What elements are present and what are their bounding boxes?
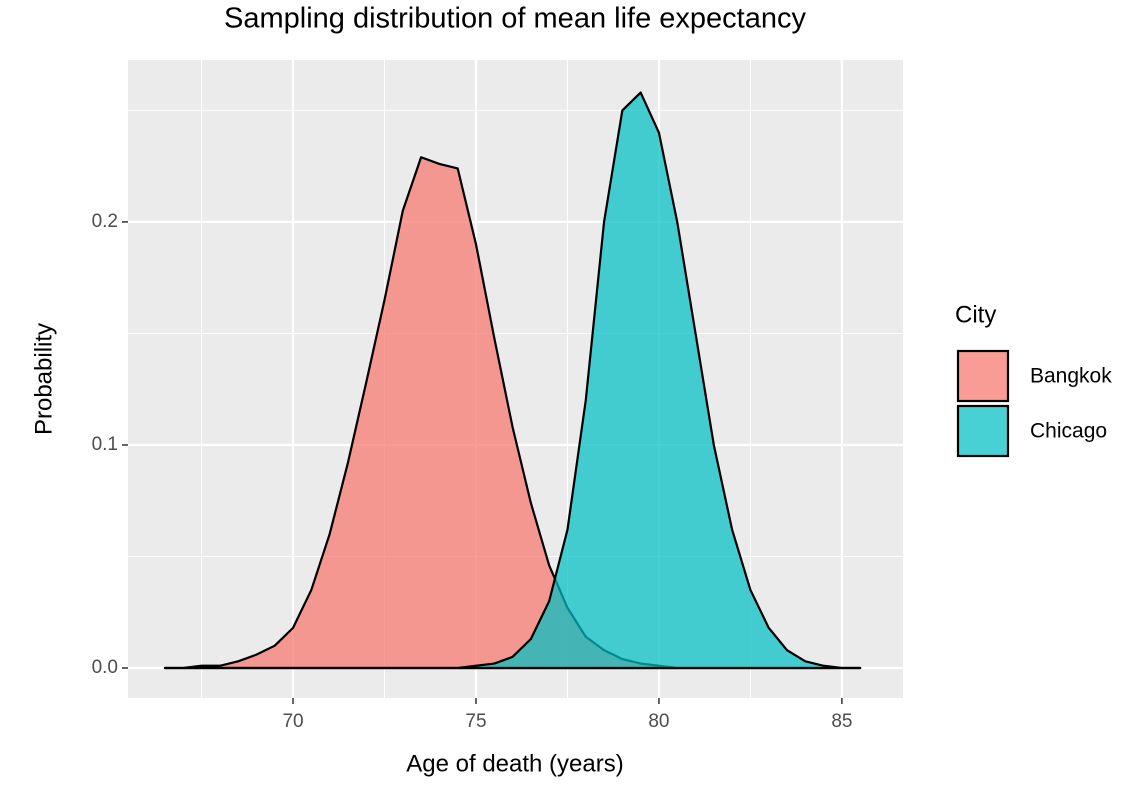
chart-title: Sampling distribution of mean life expec…	[224, 3, 806, 35]
legend-key	[956, 404, 1010, 458]
legend-label: Chicago	[1030, 420, 1107, 443]
legend-title: City	[955, 301, 996, 328]
x-tick-label: 85	[831, 711, 852, 732]
legend-key	[956, 349, 1010, 403]
x-tick-label: 80	[648, 711, 669, 732]
y-axis-title: Probability	[30, 323, 57, 435]
y-tick-label: 0.2	[92, 211, 118, 232]
y-tick-label: 0.0	[92, 657, 118, 678]
x-tick-label: 75	[465, 711, 486, 732]
legend-label: Bangkok	[1030, 365, 1112, 388]
x-axis-title: Age of death (years)	[406, 750, 623, 777]
x-tick-label: 70	[282, 711, 303, 732]
density-area	[163, 91, 862, 670]
y-tick-label: 0.1	[92, 434, 118, 455]
